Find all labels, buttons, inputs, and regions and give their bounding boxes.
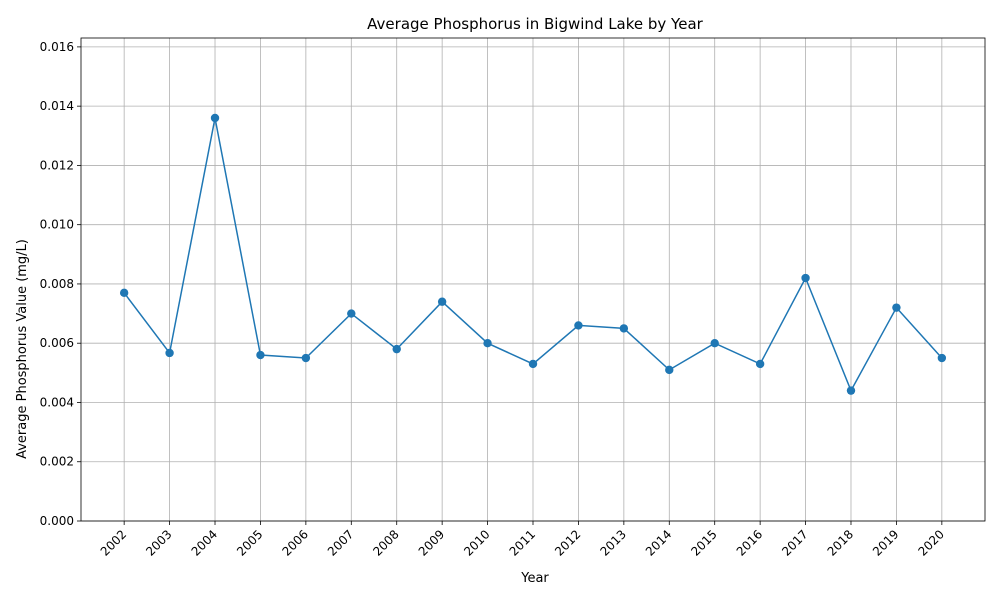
data-point [574,321,583,330]
x-tick-label: 2012 [552,527,583,558]
y-tick-label: 0.012 [40,158,74,172]
data-point [892,303,901,312]
grid-lines [81,38,985,522]
data-point [483,339,492,348]
data-point [846,386,856,395]
data-point [392,344,401,354]
chart-title: Average Phosphorus in Bigwind Lake by Ye… [367,15,703,33]
y-tick-label: 0.000 [40,514,74,528]
x-tick-label: 2020 [915,527,946,558]
x-tick-label: 2011 [507,527,538,558]
x-tick-label: 2015 [688,527,719,558]
data-point [165,348,174,358]
axes [77,37,986,525]
x-tick-label: 2017 [779,527,810,558]
y-tick-label: 0.010 [40,218,74,232]
x-tick-label: 2010 [461,527,492,558]
data-point [119,288,129,298]
x-tick-label: 2014 [643,527,674,558]
data-point [801,273,810,283]
data-point [210,113,220,123]
x-tick-label: 2008 [370,527,401,558]
x-tick-label: 2005 [234,527,265,558]
x-tick-label: 2007 [325,527,356,558]
data-point [755,359,765,369]
y-tick-label: 0.002 [40,455,74,469]
x-tick-label: 2009 [416,527,447,558]
y-tick-label: 0.016 [40,40,74,54]
x-tick-label: 2003 [143,527,174,558]
x-axis-label: Year [520,571,549,586]
tick-labels: 0.000 0.002 0.004 0.006 0.008 0.010 0.012 0.014… [40,40,947,559]
y-axis-label: Average Phosphorus Value (mg/L) [15,239,30,459]
x-tick-label: 2006 [279,527,310,558]
data-point [710,339,719,348]
plot-frame [80,37,986,522]
x-tick-label: 2002 [98,527,129,558]
y-tick-label: 0.008 [40,277,74,291]
y-tick-label: 0.014 [40,99,74,113]
x-tick-label: 2016 [734,527,765,558]
x-tick-label: 2013 [597,527,628,558]
y-tick-label: 0.004 [40,395,74,409]
data-point [437,297,447,306]
data-point [301,353,311,363]
x-tick-label: 2019 [870,527,901,558]
data-point [528,359,538,369]
y-tick-label: 0.006 [40,336,74,350]
data-point [347,309,356,318]
series-layer [119,113,947,395]
data-point [665,365,674,375]
x-tick-label: 2004 [189,527,220,558]
data-point [937,353,947,363]
data-point [256,350,265,360]
x-tick-label: 2018 [825,527,856,558]
data-point [619,324,629,333]
